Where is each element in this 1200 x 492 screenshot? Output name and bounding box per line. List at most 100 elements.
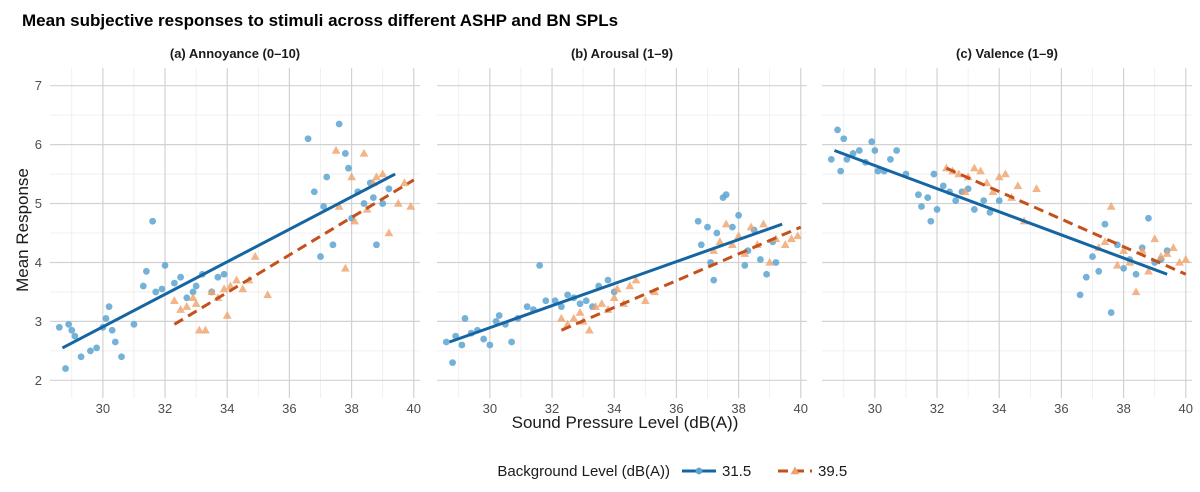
data-point-bg39-5 — [238, 284, 248, 293]
data-point-bg31-5 — [68, 326, 76, 334]
data-point-bg39-5 — [201, 325, 210, 334]
data-point-bg31-5 — [142, 267, 150, 275]
data-point-bg39-5 — [575, 307, 585, 316]
data-point-bg31-5 — [924, 194, 932, 202]
data-point-bg39-5 — [191, 299, 201, 307]
data-point-bg31-5 — [576, 300, 584, 308]
data-point-bg31-5 — [704, 223, 711, 231]
data-point-bg31-5 — [523, 303, 531, 311]
data-point-bg31-5 — [756, 256, 764, 263]
data-point-bg31-5 — [887, 155, 894, 163]
data-point-bg31-5 — [220, 270, 228, 278]
data-point-bg39-5 — [378, 169, 388, 178]
data-point-bg39-5 — [334, 201, 344, 210]
data-point-bg39-5 — [715, 237, 725, 246]
data-point-bg31-5 — [868, 138, 876, 146]
data-point-bg31-5 — [735, 211, 742, 219]
data-point-bg39-5 — [1162, 249, 1172, 257]
data-point-bg31-5 — [843, 155, 851, 163]
data-point-bg31-5 — [694, 217, 702, 225]
x-tick-label: 32 — [545, 401, 559, 416]
data-point-bg31-5 — [604, 276, 612, 284]
data-point-bg31-5 — [837, 167, 845, 175]
data-point-bg39-5 — [359, 148, 369, 157]
data-point-bg31-5 — [192, 282, 200, 290]
data-point-bg31-5 — [1095, 267, 1103, 275]
data-point-bg31-5 — [495, 312, 503, 319]
data-point-bg31-5 — [918, 203, 925, 210]
data-point-bg31-5 — [1132, 270, 1140, 278]
data-point-bg39-5 — [1150, 234, 1160, 243]
data-point-bg39-5 — [569, 313, 579, 322]
data-point-bg31-5 — [914, 191, 922, 199]
data-point-bg31-5 — [834, 126, 841, 134]
data-point-bg31-5 — [304, 135, 312, 143]
data-point-bg31-5 — [728, 223, 736, 231]
data-point-bg31-5 — [111, 338, 119, 346]
x-tick-label: 30 — [868, 401, 882, 416]
fit-line-bg39-5 — [945, 166, 1187, 276]
x-tick-label: 32 — [930, 401, 944, 416]
x-tick-label: 34 — [607, 401, 621, 416]
legend-key-marker — [695, 467, 703, 475]
data-point-bg39-5 — [746, 222, 756, 231]
data-point-bg39-5 — [225, 281, 235, 290]
data-point-bg31-5 — [442, 338, 450, 346]
data-point-bg39-5 — [176, 305, 185, 313]
data-point-bg39-5 — [960, 187, 970, 195]
data-point-bg31-5 — [564, 291, 571, 299]
x-tick-label: 38 — [1116, 401, 1130, 416]
data-point-bg39-5 — [188, 293, 198, 302]
data-point-bg31-5 — [741, 262, 749, 269]
data-point-bg39-5 — [222, 310, 232, 319]
data-point-bg31-5 — [341, 150, 349, 157]
data-point-bg39-5 — [787, 234, 796, 243]
data-point-bg31-5 — [827, 155, 835, 163]
data-point-bg31-5 — [1082, 273, 1090, 281]
data-point-bg39-5 — [406, 201, 416, 210]
data-point-bg31-5 — [214, 273, 222, 281]
data-point-bg31-5 — [158, 285, 166, 293]
x-tick-label: 36 — [282, 401, 296, 416]
data-point-bg39-5 — [765, 257, 775, 266]
data-point-bg39-5 — [793, 231, 803, 240]
data-point-bg39-5 — [740, 249, 750, 257]
x-tick-label: 32 — [158, 401, 172, 416]
data-point-bg39-5 — [780, 240, 790, 249]
data-point-bg39-5 — [341, 263, 350, 272]
data-point-bg31-5 — [536, 262, 544, 269]
data-point-bg31-5 — [480, 335, 488, 343]
data-point-bg31-5 — [722, 191, 730, 199]
data-point-bg31-5 — [105, 303, 113, 311]
data-point-bg31-5 — [1101, 220, 1109, 228]
legend-title: Background Level (dB(A)) — [497, 463, 670, 480]
data-point-bg39-5 — [1137, 246, 1147, 254]
data-point-bg39-5 — [612, 284, 622, 293]
data-point-bg31-5 — [772, 259, 780, 266]
data-point-bg31-5 — [183, 294, 191, 302]
data-point-bg39-5 — [988, 187, 998, 195]
data-point-bg31-5 — [87, 347, 94, 355]
data-point-bg31-5 — [118, 353, 125, 361]
data-point-bg39-5 — [556, 313, 566, 322]
data-point-bg31-5 — [161, 262, 169, 269]
x-tick-label: 40 — [1179, 401, 1193, 416]
panel-title: (c) Valence (1–9) — [956, 46, 1058, 61]
data-point-bg39-5 — [169, 296, 179, 304]
data-point-bg31-5 — [152, 288, 160, 296]
data-point-bg39-5 — [631, 275, 641, 284]
x-tick-label: 36 — [1054, 401, 1068, 416]
data-point-bg31-5 — [927, 217, 935, 225]
x-tick-label: 30 — [96, 401, 110, 416]
data-point-bg31-5 — [713, 229, 721, 237]
data-point-bg31-5 — [697, 241, 705, 249]
x-tick-label: 38 — [731, 401, 745, 416]
data-point-bg39-5 — [1181, 254, 1191, 263]
y-tick-label: 5 — [35, 196, 42, 211]
data-point-bg39-5 — [625, 281, 635, 290]
data-point-bg31-5 — [385, 185, 393, 193]
data-point-bg31-5 — [995, 197, 1003, 204]
data-point-bg31-5 — [1076, 291, 1084, 299]
data-point-bg39-5 — [1032, 184, 1041, 193]
